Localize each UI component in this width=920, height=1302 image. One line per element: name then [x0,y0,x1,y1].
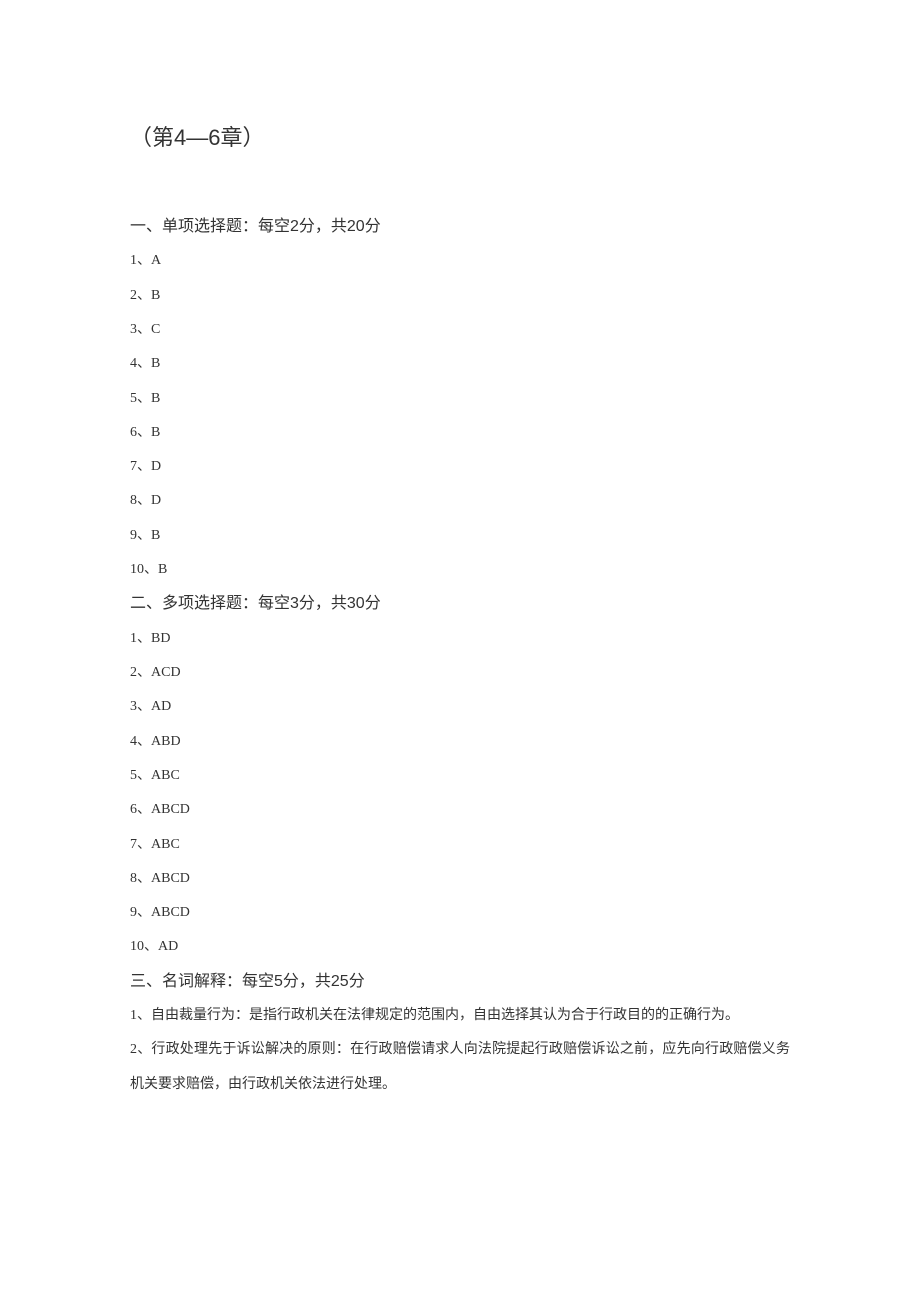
answer-item: 9、B [130,519,790,553]
answer-item: 2、ACD [130,656,790,690]
answer-item: 10、AD [130,930,790,964]
answer-item: 10、B [130,553,790,587]
answer-item: 3、C [130,313,790,347]
answer-item: 1、A [130,244,790,278]
answer-item: 6、B [130,416,790,450]
answer-item: 5、B [130,382,790,416]
answer-item: 4、ABD [130,725,790,759]
answer-item: 6、ABCD [130,793,790,827]
answer-item: 8、ABCD [130,862,790,896]
answer-item: 7、ABC [130,828,790,862]
answer-item: 7、D [130,450,790,484]
section-1: 一、单项选择题：每空2分，共20分 1、A 2、B 3、C 4、B 5、B 6、… [130,210,790,587]
section-2: 二、多项选择题：每空3分，共30分 1、BD 2、ACD 3、AD 4、ABD … [130,587,790,964]
section-3: 三、名词解释：每空5分，共25分 1、自由裁量行为：是指行政机关在法律规定的范围… [130,965,790,1102]
answer-item: 2、B [130,279,790,313]
answer-item: 4、B [130,347,790,381]
definition-paragraph: 2、行政处理先于诉讼解决的原则：在行政赔偿请求人向法院提起行政赔偿诉讼之前，应先… [130,1033,790,1102]
answer-item: 5、ABC [130,759,790,793]
definition-paragraph: 1、自由裁量行为：是指行政机关在法律规定的范围内，自由选择其认为合于行政目的的正… [130,999,790,1033]
answer-item: 3、AD [130,690,790,724]
section-3-header: 三、名词解释：每空5分，共25分 [130,965,790,999]
answer-item: 8、D [130,484,790,518]
section-2-header: 二、多项选择题：每空3分，共30分 [130,587,790,621]
chapter-title: （第4—6章） [130,120,790,152]
answer-item: 9、ABCD [130,896,790,930]
answer-item: 1、BD [130,622,790,656]
section-1-header: 一、单项选择题：每空2分，共20分 [130,210,790,244]
